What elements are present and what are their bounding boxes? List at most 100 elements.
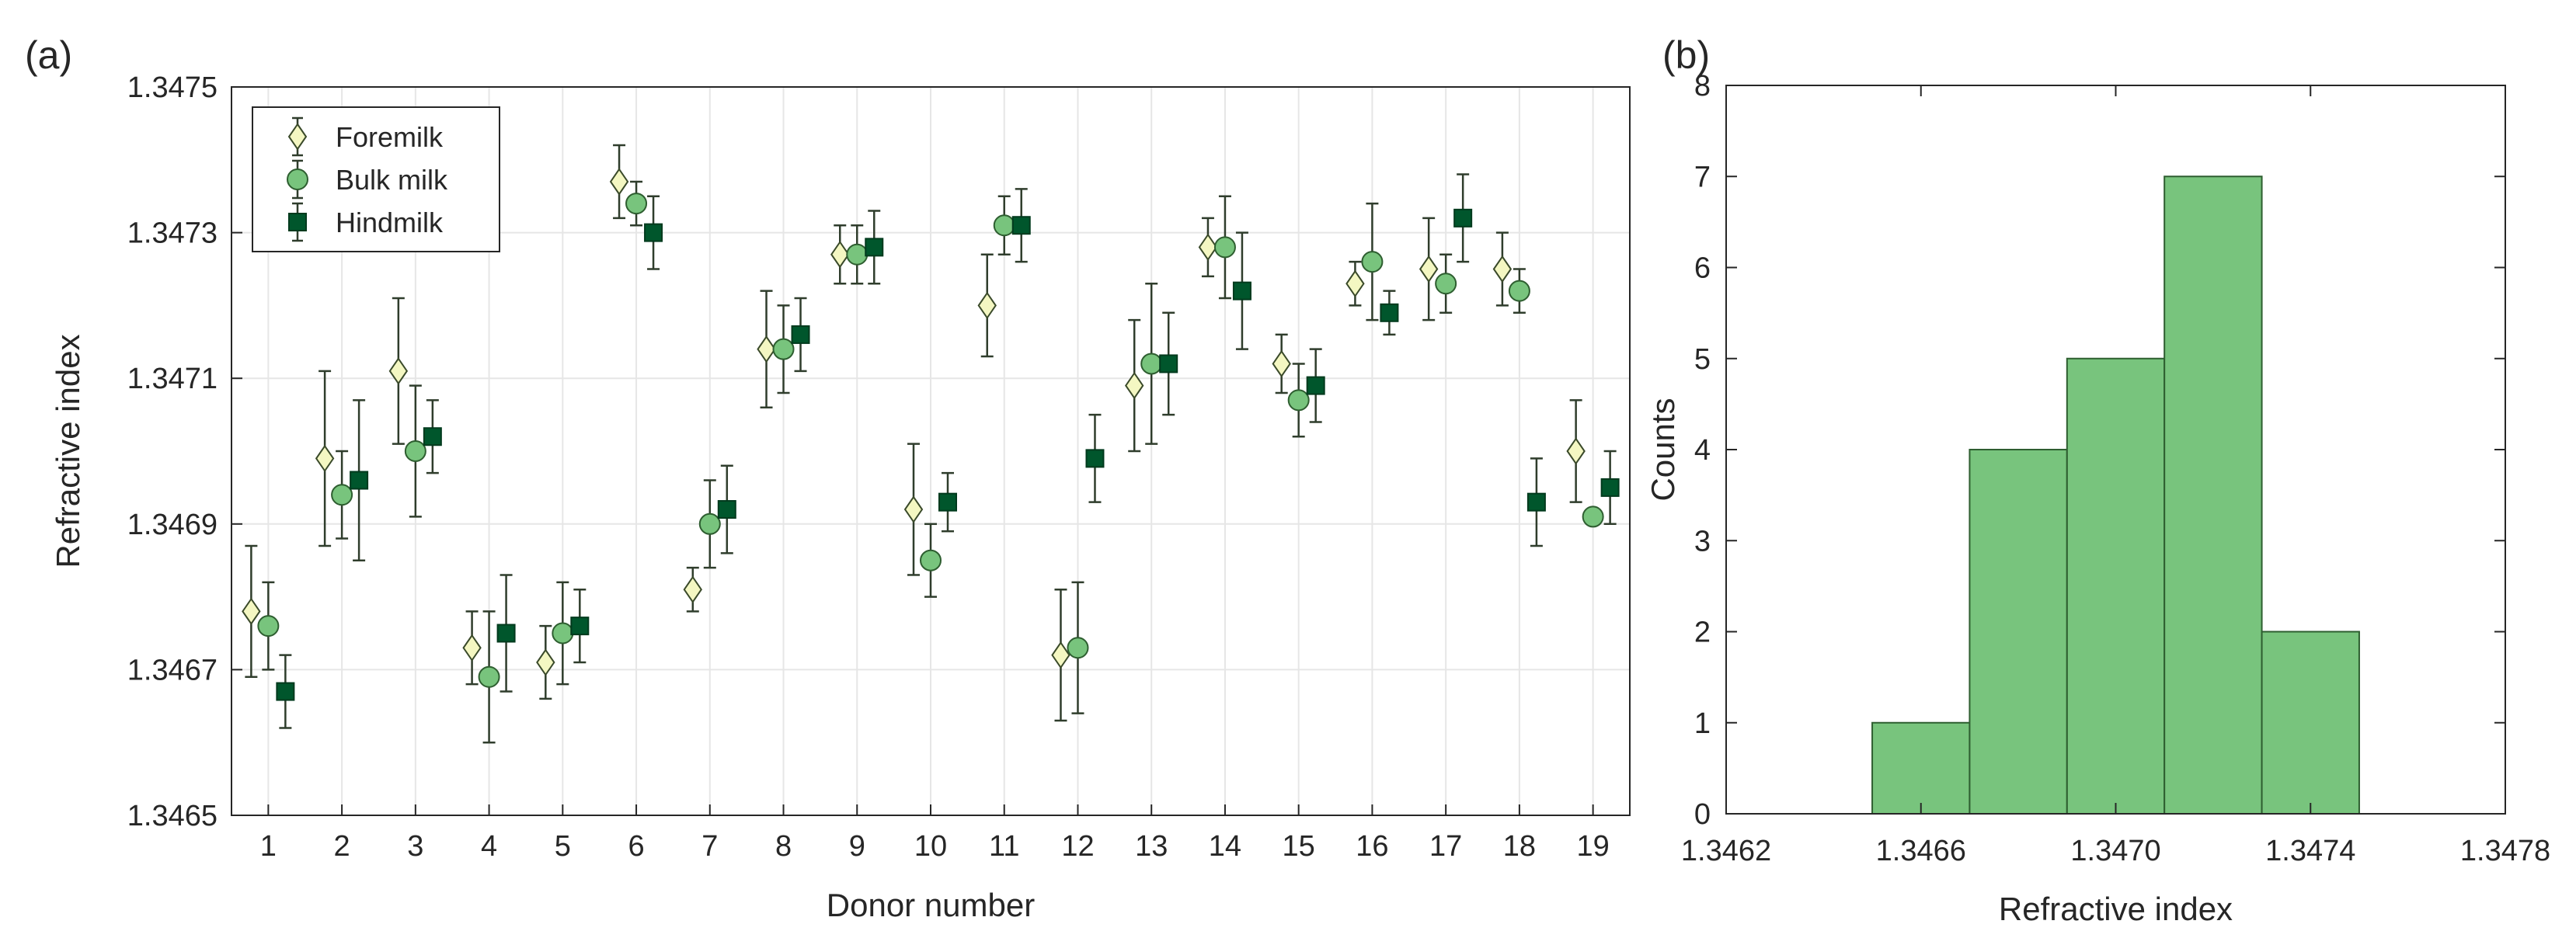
legend-marker bbox=[288, 213, 307, 231]
data-point bbox=[257, 615, 280, 638]
panel-b-label: (b) bbox=[1662, 33, 1710, 77]
data-point bbox=[552, 622, 574, 644]
data-point bbox=[698, 512, 721, 535]
x-tick-label: 1.3462 bbox=[1681, 835, 1771, 867]
data-point bbox=[1306, 376, 1325, 395]
data-point bbox=[757, 335, 776, 363]
x-tick-label: 10 bbox=[914, 830, 947, 863]
legend-label: Foremilk bbox=[336, 121, 444, 153]
data-point bbox=[1213, 236, 1236, 259]
x-tick-label: 17 bbox=[1429, 830, 1462, 863]
data-point bbox=[1566, 437, 1586, 465]
data-point bbox=[1272, 349, 1291, 378]
data-point bbox=[1287, 389, 1310, 412]
data-point bbox=[1067, 637, 1089, 659]
y-tick-label: 1.3473 bbox=[127, 217, 218, 250]
legend-label: Hindmilk bbox=[336, 207, 444, 238]
legend-label: Bulk milk bbox=[336, 164, 448, 196]
data-point bbox=[993, 214, 1015, 237]
data-point bbox=[609, 168, 629, 196]
data-point bbox=[865, 238, 884, 257]
y-tick-label: 3 bbox=[1694, 525, 1711, 558]
data-point bbox=[462, 634, 482, 662]
y-tick-label: 1.3475 bbox=[127, 71, 218, 104]
data-point bbox=[423, 427, 442, 446]
data-point bbox=[1380, 303, 1399, 322]
data-point bbox=[1051, 641, 1070, 669]
data-point bbox=[1198, 233, 1218, 262]
x-tick-label: 18 bbox=[1503, 830, 1536, 863]
x-tick-label: 8 bbox=[775, 830, 792, 863]
x-axis-title: Refractive index bbox=[1999, 891, 2233, 927]
y-tick-label: 5 bbox=[1694, 343, 1711, 376]
data-point bbox=[1011, 216, 1031, 235]
data-point bbox=[1508, 280, 1530, 302]
y-tick-label: 4 bbox=[1694, 434, 1711, 467]
data-point bbox=[388, 357, 409, 385]
histogram-bar bbox=[2163, 175, 2263, 815]
y-axis-title: Refractive index bbox=[50, 334, 86, 568]
data-point bbox=[644, 223, 663, 242]
data-point bbox=[1453, 208, 1473, 228]
data-point bbox=[791, 325, 810, 344]
x-axis-title: Donor number bbox=[827, 887, 1035, 923]
legend: Foremilk Bulk milk Hindmilk bbox=[252, 106, 500, 252]
data-point bbox=[1140, 353, 1163, 375]
data-point bbox=[1345, 269, 1365, 298]
y-tick-label: 2 bbox=[1694, 617, 1711, 649]
y-axis-title: Counts bbox=[1645, 398, 1681, 501]
data-point bbox=[1085, 449, 1105, 468]
data-point bbox=[1526, 492, 1546, 512]
y-tick-label: 1.3469 bbox=[127, 509, 218, 541]
data-point bbox=[846, 243, 869, 266]
data-point bbox=[1600, 478, 1620, 497]
data-point bbox=[1232, 281, 1251, 301]
x-tick-label: 5 bbox=[555, 830, 571, 863]
y-tick-label: 1.3465 bbox=[127, 800, 218, 832]
data-point bbox=[350, 471, 369, 490]
x-tick-label: 1.3466 bbox=[1876, 835, 1966, 867]
x-tick-label: 1.3478 bbox=[2460, 835, 2550, 867]
data-point bbox=[625, 193, 648, 215]
x-tick-label: 9 bbox=[849, 830, 865, 863]
data-point bbox=[331, 484, 353, 506]
x-tick-label: 19 bbox=[1576, 830, 1609, 863]
data-point bbox=[1361, 251, 1384, 273]
data-point bbox=[404, 440, 426, 462]
y-tick-label: 1.3467 bbox=[127, 654, 218, 686]
x-tick-label: 15 bbox=[1283, 830, 1315, 863]
histogram-bar bbox=[2261, 631, 2360, 815]
histogram-bar bbox=[2066, 357, 2166, 815]
x-tick-label: 11 bbox=[989, 830, 1019, 863]
data-point bbox=[977, 291, 997, 320]
legend-marker bbox=[287, 169, 308, 190]
x-tick-label: 16 bbox=[1356, 830, 1388, 863]
data-point bbox=[242, 597, 261, 626]
legend-marker bbox=[287, 123, 308, 151]
x-tick-label: 6 bbox=[628, 830, 644, 863]
data-point bbox=[1159, 354, 1178, 373]
histogram-bar bbox=[1871, 721, 1971, 815]
data-point bbox=[315, 444, 335, 473]
data-point bbox=[1582, 506, 1604, 528]
y-tick-label: 6 bbox=[1694, 252, 1711, 285]
x-tick-label: 12 bbox=[1061, 830, 1094, 863]
data-point bbox=[938, 492, 957, 512]
y-tick-label: 1.3471 bbox=[127, 363, 218, 395]
data-point bbox=[276, 682, 295, 701]
data-point bbox=[496, 624, 516, 643]
y-tick-label: 1 bbox=[1694, 707, 1711, 740]
data-point bbox=[717, 500, 736, 519]
data-point bbox=[772, 338, 795, 360]
histogram-bar bbox=[1969, 449, 2068, 815]
x-tick-label: 1.3470 bbox=[2070, 835, 2160, 867]
y-tick-label: 7 bbox=[1694, 161, 1711, 193]
x-tick-label: 13 bbox=[1135, 830, 1168, 863]
series-foremilk bbox=[242, 144, 1586, 722]
data-point bbox=[1435, 273, 1457, 295]
data-point bbox=[478, 665, 500, 688]
data-point bbox=[1492, 255, 1513, 283]
data-point bbox=[1124, 371, 1144, 400]
data-point bbox=[903, 495, 924, 523]
x-tick-label: 3 bbox=[407, 830, 423, 863]
